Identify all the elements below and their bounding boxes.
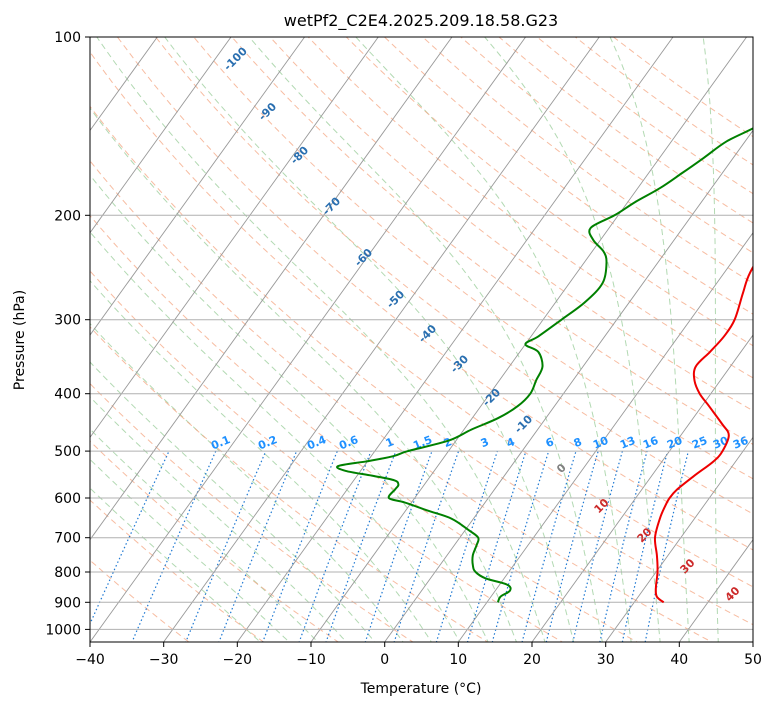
y-tick-label: 500 [54, 444, 81, 460]
dry-adiabat-line [90, 326, 489, 642]
moist-adiabat-line [90, 361, 376, 642]
isotherm-line [605, 436, 753, 642]
dry-adiabat-line [231, 37, 753, 445]
y-tick-label: 800 [54, 565, 81, 581]
x-tick-label: 20 [523, 652, 541, 668]
dry-adiabat-line [90, 382, 414, 642]
x-tick-label: −40 [75, 652, 105, 668]
isotherm-line [236, 37, 674, 642]
x-tick-label: 30 [597, 652, 615, 668]
dewpoint-profile-line [336, 127, 753, 603]
isotherm-line [163, 37, 600, 642]
skewed-isotherms [90, 37, 753, 642]
x-tick-label: 40 [670, 652, 688, 668]
isotherm-line [90, 37, 158, 132]
y-tick-label: 600 [54, 491, 81, 507]
y-tick-label: 100 [54, 30, 81, 46]
y-tick-label: 200 [54, 208, 81, 224]
x-tick-label: −10 [296, 652, 326, 668]
moist-adiabat-line [702, 37, 719, 642]
dry-adiabat-line [345, 37, 753, 347]
dry-adiabat-line [90, 440, 340, 642]
mixing-ratio-labels: 0.1 0.2 0.4 0.6 1 1.5 2 3 4 6 8 10 13 16 20 25 30 36 [209, 433, 750, 452]
y-tick-label: 400 [54, 387, 81, 403]
x-tick-label: −20 [223, 652, 253, 668]
isotherm-line [310, 37, 748, 642]
dry-adiabat-line [193, 37, 753, 480]
isotherm-line [531, 334, 753, 642]
x-axis-title: Temperature (°C) [360, 681, 482, 697]
chart-title: wetPf2_C2E4.2025.209.18.58.G23 [284, 11, 558, 31]
dry-adiabat-line [90, 499, 265, 642]
plot-frame [89, 36, 754, 643]
isotherm-line [90, 37, 306, 336]
dry-adiabat-line [116, 37, 753, 551]
x-tick-label: 10 [449, 652, 467, 668]
dry-adiabat-line [90, 270, 564, 642]
moist-adiabat-line [96, 37, 546, 642]
plot-area: -100-90-80-70-60-50-40-30-20-10010203040… [90, 37, 753, 642]
x-tick-label: −30 [149, 652, 179, 668]
dry-adiabat-line [90, 51, 753, 588]
isotherm-line [90, 37, 379, 439]
mixing-ratio-label: 13 [618, 434, 637, 452]
mixing-ratio-label: 2 [442, 435, 454, 450]
y-axis-title: Pressure (hPa) [12, 290, 28, 390]
moist-adiabat-line [484, 37, 661, 642]
y-tick-label: 900 [54, 595, 81, 611]
dry-adiabat-line [307, 37, 753, 379]
mixing-ratio-label: 20 [665, 434, 684, 452]
isotherm-line [90, 37, 453, 541]
dry-adiabat-line [90, 214, 639, 642]
moist-adiabat-line [248, 37, 603, 642]
profile-series [336, 127, 753, 604]
isotherm-line [384, 129, 753, 642]
y-axis: 1000 900 800 700 600 500 400 300 200 100 [45, 30, 90, 638]
dry-adiabat-line [90, 105, 753, 626]
isobar-gridlines [90, 37, 753, 630]
dry-adiabat-line [154, 37, 753, 515]
x-tick-label: 50 [744, 652, 762, 668]
isotherm-line [678, 538, 753, 642]
dry-adiabat-line [421, 37, 753, 284]
y-tick-label: 1000 [45, 622, 81, 638]
isotherm-line [90, 37, 232, 234]
mixing-ratio-label: 16 [641, 434, 660, 452]
y-tick-label: 300 [54, 313, 81, 329]
mixing-ratio-label: 36 [731, 434, 750, 452]
isotherm-line [90, 37, 527, 642]
mixing-ratio-label: 1 [384, 435, 396, 450]
mixing-ratio-label: 3 [479, 435, 491, 450]
dry-adiabat-line [90, 160, 713, 642]
mixing-ratio-label: 10 [591, 434, 610, 452]
isotherm-line [457, 232, 753, 642]
mixing-ratio-label: 8 [572, 435, 584, 450]
y-tick-label: 700 [54, 531, 81, 547]
moist-adiabat-line [609, 37, 690, 642]
temperature-profile-line [653, 265, 753, 604]
x-axis: −40 −30 −20 −10 0 10 20 30 40 50 [75, 642, 762, 668]
x-tick-label: 0 [380, 652, 389, 668]
mixing-ratio-label: 25 [690, 434, 709, 452]
dry-adiabats [90, 37, 753, 642]
